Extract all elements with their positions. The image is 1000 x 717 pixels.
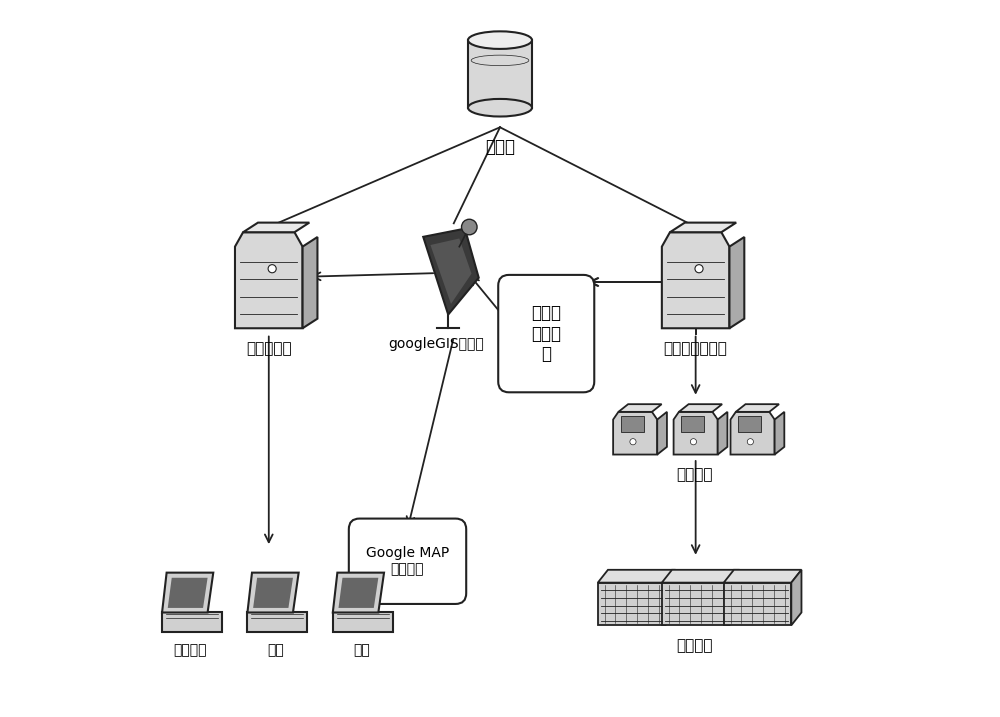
- Polygon shape: [662, 570, 740, 583]
- Text: 终端: 终端: [268, 643, 284, 657]
- Text: 一次设备: 一次设备: [677, 638, 713, 653]
- Bar: [598, 583, 665, 625]
- Circle shape: [690, 439, 697, 445]
- Bar: [738, 416, 761, 432]
- Text: 基础业务服务器: 基础业务服务器: [664, 341, 728, 356]
- Polygon shape: [303, 237, 317, 328]
- Text: 多因子
比对中
心: 多因子 比对中 心: [531, 304, 561, 364]
- Circle shape: [630, 439, 636, 445]
- Polygon shape: [162, 612, 222, 632]
- Bar: [468, 40, 532, 108]
- Polygon shape: [235, 232, 303, 328]
- Ellipse shape: [468, 32, 532, 49]
- Polygon shape: [339, 578, 378, 608]
- Text: 通信服务器: 通信服务器: [246, 341, 292, 356]
- Circle shape: [695, 265, 703, 272]
- Polygon shape: [423, 229, 479, 315]
- Polygon shape: [598, 570, 676, 583]
- Polygon shape: [430, 239, 472, 304]
- Polygon shape: [657, 412, 667, 455]
- Polygon shape: [791, 570, 801, 625]
- Polygon shape: [618, 404, 662, 412]
- Bar: [681, 416, 704, 432]
- Circle shape: [747, 439, 753, 445]
- Circle shape: [268, 265, 276, 272]
- Bar: [724, 583, 791, 625]
- Polygon shape: [247, 612, 307, 632]
- Polygon shape: [729, 570, 740, 625]
- Polygon shape: [731, 412, 775, 455]
- Polygon shape: [679, 404, 722, 412]
- Polygon shape: [724, 570, 801, 583]
- Polygon shape: [665, 570, 676, 625]
- Text: googleGIS服务器: googleGIS服务器: [388, 337, 484, 351]
- Text: 终端: 终端: [353, 643, 370, 657]
- Polygon shape: [775, 412, 784, 455]
- FancyBboxPatch shape: [498, 275, 594, 392]
- Bar: [621, 416, 644, 432]
- Polygon shape: [729, 237, 744, 328]
- Bar: [662, 583, 729, 625]
- Polygon shape: [162, 573, 213, 612]
- Polygon shape: [333, 612, 393, 632]
- Text: 移动终端: 移动终端: [174, 643, 207, 657]
- Polygon shape: [247, 573, 299, 612]
- Polygon shape: [718, 412, 727, 455]
- Text: 数据库: 数据库: [485, 138, 515, 156]
- Polygon shape: [168, 578, 208, 608]
- Text: 测控装置: 测控装置: [676, 467, 713, 483]
- Polygon shape: [662, 232, 729, 328]
- Polygon shape: [670, 222, 736, 232]
- Ellipse shape: [468, 99, 532, 116]
- FancyBboxPatch shape: [349, 518, 466, 604]
- Text: Google MAP
前端展示: Google MAP 前端展示: [366, 546, 449, 576]
- Polygon shape: [333, 573, 384, 612]
- Circle shape: [462, 219, 477, 234]
- Polygon shape: [674, 412, 718, 455]
- Polygon shape: [736, 404, 779, 412]
- Polygon shape: [243, 222, 309, 232]
- Polygon shape: [253, 578, 293, 608]
- Polygon shape: [613, 412, 657, 455]
